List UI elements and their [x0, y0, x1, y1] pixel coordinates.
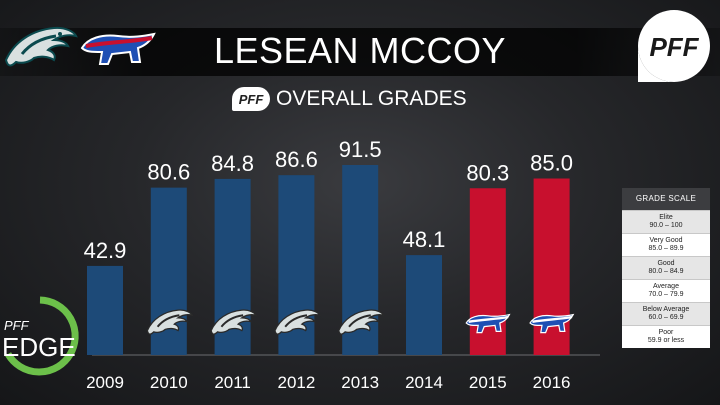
grade-scale-row: Below Average 60.0 – 69.9 — [622, 302, 710, 325]
value-label: 86.6 — [275, 147, 318, 172]
pff-edge-badge: PFF EDGE — [2, 296, 79, 376]
grade-scale-row: Elite 90.0 – 100 — [622, 210, 710, 233]
x-tick-label: 2011 — [214, 373, 251, 392]
x-tick-label: 2010 — [150, 373, 188, 392]
grade-scale-label: Very Good — [649, 236, 683, 244]
eagles-logo-icon — [210, 309, 258, 335]
grade-scale-table: GRADE SCALE Elite 90.0 – 100 Very Good 8… — [622, 188, 710, 348]
value-label: 85.0 — [530, 150, 573, 175]
grade-scale-range: 60.0 – 69.9 — [648, 314, 684, 321]
eagles-logo-icon — [274, 309, 321, 335]
grade-scale-row: Good 80.0 – 84.9 — [622, 256, 710, 279]
x-tick-label: 2013 — [341, 373, 379, 392]
value-label: 48.1 — [403, 227, 446, 252]
pff-logo: PFF — [638, 10, 710, 82]
bills-logo-icon — [465, 313, 511, 334]
x-tick-label: 2016 — [533, 373, 571, 392]
grade-scale-range: 85.0 – 89.9 — [648, 245, 684, 252]
grade-scale-range: 70.0 – 79.9 — [648, 291, 684, 298]
edge-badge-bottom-text: EDGE — [2, 332, 76, 362]
x-tick-label: 2015 — [469, 373, 507, 392]
chart-subtitle-text: OVERALL GRADES — [276, 87, 467, 110]
grade-scale-range: 59.9 or less — [647, 337, 685, 344]
eagles-logo-icon — [4, 26, 78, 67]
pff-logo-text: PFF — [649, 32, 699, 62]
value-label: 91.5 — [339, 137, 382, 162]
grade-scale-range: 80.0 – 84.9 — [648, 268, 684, 275]
grade-scale-row: Average 70.0 – 79.9 — [622, 279, 710, 302]
grade-scale-label: Poor — [658, 328, 674, 336]
x-tick-label: 2012 — [277, 373, 315, 392]
grade-scale-label: Elite — [659, 213, 673, 221]
x-tick-label: 2014 — [405, 373, 443, 392]
x-tick-label: 2009 — [86, 373, 124, 392]
value-label: 80.3 — [466, 160, 509, 185]
grade-scale-range: 90.0 – 100 — [649, 222, 683, 229]
bar-2014 — [406, 255, 442, 355]
value-label: 42.9 — [84, 238, 127, 263]
bar-2009 — [87, 265, 123, 355]
eagles-logo-icon — [146, 309, 194, 335]
grade-scale-label: Good — [657, 259, 675, 267]
bills-logo-icon — [529, 313, 575, 334]
pff-mini-logo: PFF — [232, 87, 270, 111]
eagles-logo-icon — [338, 309, 385, 335]
grade-scale-title: GRADE SCALE — [622, 188, 710, 210]
grade-scale-label: Below Average — [642, 305, 690, 313]
bills-logo-icon — [80, 32, 156, 65]
value-label: 80.6 — [147, 160, 190, 185]
edge-badge-top-text: PFF — [4, 318, 30, 333]
grade-scale-label: Average — [653, 282, 679, 290]
page-title: LESEAN MCCOY — [213, 30, 507, 71]
value-label: 84.8 — [211, 151, 254, 176]
chart-subtitle: PFF OVERALL GRADES — [232, 86, 467, 112]
grade-scale-row: Very Good 85.0 – 89.9 — [622, 233, 710, 256]
grade-scale-row: Poor 59.9 or less — [622, 325, 710, 348]
